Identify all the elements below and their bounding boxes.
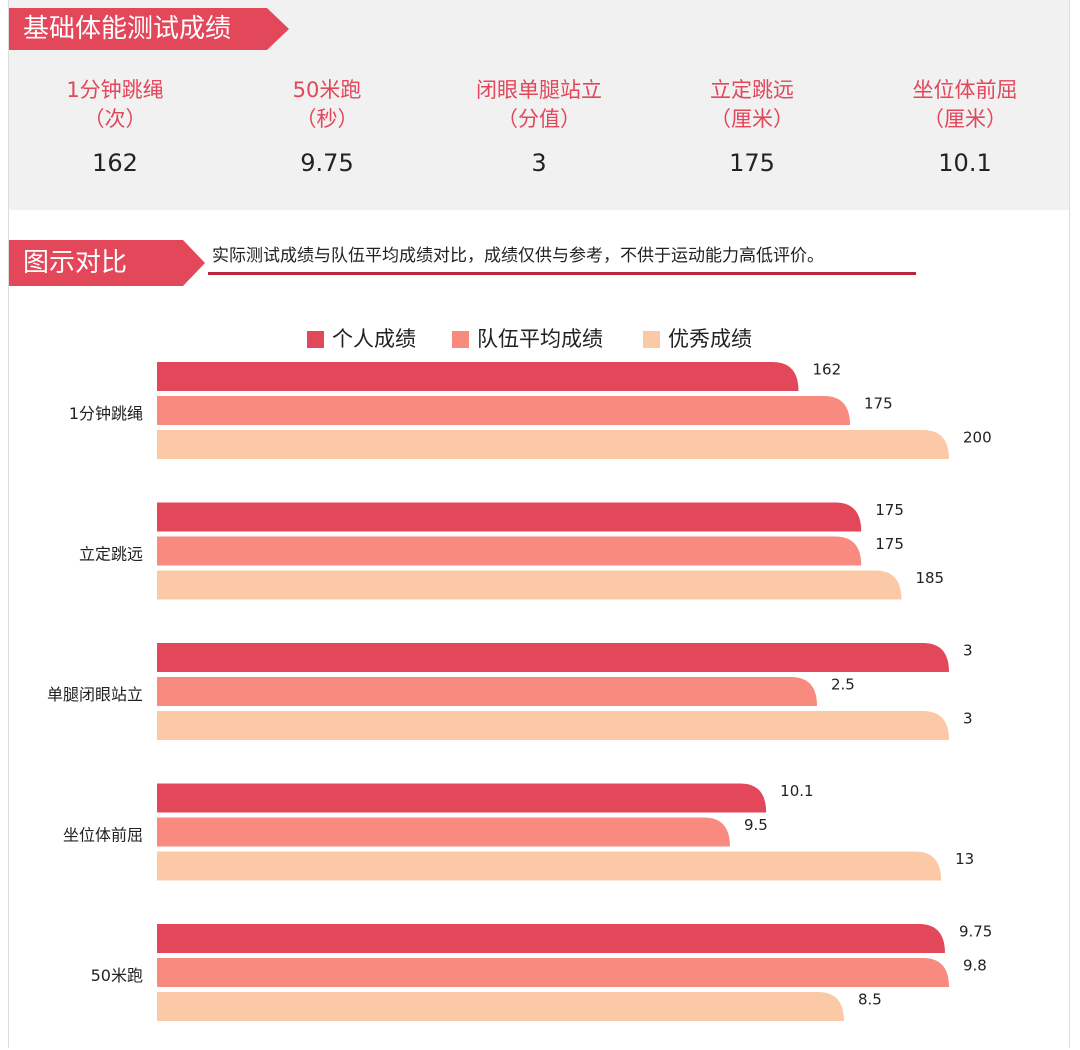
bar-value-label: 162: [813, 361, 842, 379]
bar-value-label: 8.5: [858, 991, 882, 1009]
bar-excellent: [157, 430, 949, 459]
bar-value-label: 3: [963, 642, 973, 660]
bar-value-label: 175: [875, 535, 904, 553]
metric-unit: （厘米）: [710, 107, 794, 131]
bar-team-average: [157, 396, 850, 425]
bar-value-label: 10.1: [780, 782, 813, 800]
metric-value: 3: [531, 149, 547, 177]
legend-label: 队伍平均成绩: [477, 327, 603, 351]
legend-label: 优秀成绩: [668, 327, 752, 351]
category-label: 50米跑: [91, 966, 143, 985]
metric-value: 10.1: [938, 149, 992, 177]
category-label: 立定跳远: [79, 545, 143, 564]
chart-legend: 个人成绩 队伍平均成绩 优秀成绩: [0, 324, 1080, 354]
bar-value-label: 2.5: [831, 676, 855, 694]
metric-sit-and-reach: 坐位体前屈 （厘米） 10.1: [865, 76, 1065, 178]
bar-team-average: [157, 958, 949, 987]
metric-50m-run: 50米跑 （秒） 9.75: [227, 76, 427, 178]
metric-value: 162: [92, 149, 138, 177]
bar-personal: [157, 783, 767, 813]
metric-standing-long-jump: 立定跳远 （厘米） 175: [652, 76, 852, 178]
bar-personal: [157, 362, 799, 391]
note-underline: [208, 272, 916, 275]
bar-value-label: 9.75: [959, 923, 992, 941]
category-label: 单腿闭眼站立: [47, 685, 143, 704]
category-label: 1分钟跳绳: [69, 404, 143, 423]
legend-swatch: [643, 331, 660, 348]
page-frame: [8, 0, 1070, 1048]
bar-personal: [157, 643, 949, 672]
bar-excellent: [157, 851, 942, 881]
metric-name: 坐位体前屈: [912, 78, 1018, 102]
bar-team-average: [157, 677, 817, 706]
legend-swatch: [307, 331, 324, 348]
bar-excellent: [157, 570, 902, 600]
bar-team-average: [157, 817, 730, 847]
section-title-basic-fitness: 基础体能测试成绩: [9, 8, 289, 50]
metric-unit: （厘米）: [923, 107, 1007, 131]
comparison-note: 实际测试成绩与队伍平均成绩对比，成绩仅供与参考，不供于运动能力高低评价。: [212, 246, 824, 266]
bar-excellent: [157, 992, 844, 1021]
metric-unit: （分值）: [497, 107, 581, 131]
metric-name: 立定跳远: [710, 78, 794, 102]
metric-unit: （秒）: [295, 107, 359, 131]
metric-name: 50米跑: [292, 78, 362, 102]
metrics-row: 1分钟跳绳 （次） 162 50米跑 （秒） 9.75 闭眼单腿站立 （分值） …: [9, 76, 1069, 186]
legend-swatch: [452, 331, 469, 348]
category-label: 坐位体前屈: [63, 826, 143, 845]
bar-value-label: 175: [864, 395, 893, 413]
bar-excellent: [157, 711, 949, 740]
metric-value: 175: [729, 149, 775, 177]
comparison-bar-chart: 162 175 200 1分钟跳绳 175 175 185 立定跳远 3 2.5 3 单腿闭眼站立 10…: [47, 361, 992, 1021]
bar-team-average: [157, 536, 862, 566]
metric-eyes-closed-balance: 闭眼单腿站立 （分值） 3: [439, 76, 639, 178]
metric-value: 9.75: [300, 149, 354, 177]
metric-unit: （次）: [83, 107, 147, 131]
bar-personal: [157, 502, 862, 532]
bar-value-label: 175: [875, 501, 904, 519]
metric-name: 1分钟跳绳: [66, 78, 164, 102]
bar-personal: [157, 924, 945, 953]
bar-value-label: 3: [963, 710, 973, 728]
metric-name: 闭眼单腿站立: [476, 78, 602, 102]
bar-value-label: 9.5: [744, 816, 768, 834]
legend-label: 个人成绩: [332, 327, 416, 351]
section-title-comparison: 图示对比: [9, 240, 205, 286]
bar-value-label: 200: [963, 429, 992, 447]
metric-rope-skipping: 1分钟跳绳 （次） 162: [15, 76, 215, 178]
bar-value-label: 185: [915, 569, 944, 587]
bar-value-label: 9.8: [963, 957, 987, 975]
bar-value-label: 13: [955, 850, 974, 868]
